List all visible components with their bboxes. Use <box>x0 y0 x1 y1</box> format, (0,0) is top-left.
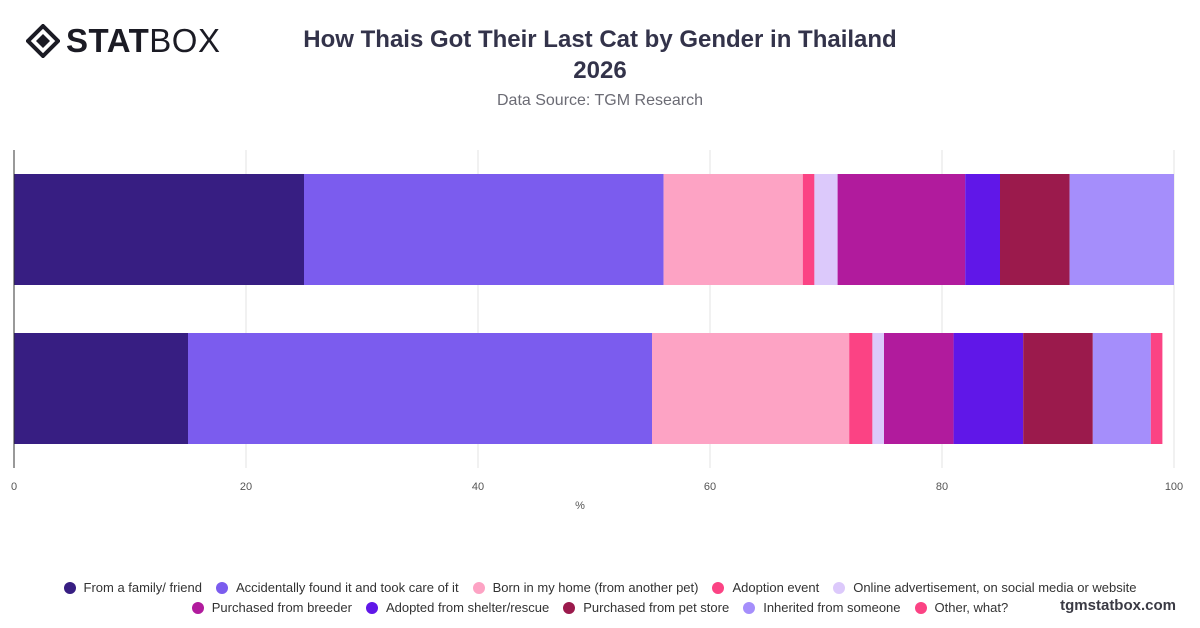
bar-segment[interactable] <box>663 174 803 285</box>
x-tick-label: 80 <box>936 481 948 493</box>
bar-segment[interactable] <box>953 333 1024 444</box>
legend-label: Purchased from breeder <box>211 600 352 615</box>
legend-label: Born in my home (from another pet) <box>492 580 699 595</box>
chart-legend: From a family/ friend Accidentally found … <box>60 580 1140 615</box>
legend-item[interactable]: Other, what? <box>914 600 1009 615</box>
statbox-logo: STATBOX <box>26 22 220 60</box>
legend-label: Purchased from pet store <box>583 600 730 615</box>
bar-segment[interactable] <box>1150 333 1163 444</box>
x-tick-label: 100 <box>1165 481 1183 493</box>
chart-subtitle: Data Source: TGM Research <box>496 92 703 109</box>
logo-text: STATBOX <box>66 22 220 60</box>
legend-item[interactable]: Born in my home (from another pet) <box>472 580 699 595</box>
bar-segment[interactable] <box>965 174 1000 285</box>
x-tick-label: 20 <box>240 481 252 493</box>
bar-segment[interactable] <box>802 174 815 285</box>
legend-item[interactable]: Online advertisement, on social media or… <box>833 580 1136 595</box>
chart-title-line1: How Thais Got Their Last Cat by Gender i… <box>303 26 897 53</box>
legend-item[interactable]: Accidentally found it and took care of i… <box>215 580 459 595</box>
bar-segment[interactable] <box>872 333 884 444</box>
bar-segment[interactable] <box>1000 174 1070 285</box>
x-axis-label: % <box>575 500 585 512</box>
legend-label: Adoption event <box>732 580 820 595</box>
legend-label: Adopted from shelter/rescue <box>385 600 550 615</box>
x-tick-label: 40 <box>472 481 484 493</box>
legend-label: Accidentally found it and took care of i… <box>235 580 459 595</box>
legend-swatch <box>914 601 927 614</box>
bar-segment[interactable] <box>304 174 664 285</box>
bar-segment[interactable] <box>14 174 304 285</box>
legend-item[interactable]: Purchased from breeder <box>191 600 352 615</box>
chart-title: How Thais Got Their Last Cat by Gender i… <box>250 24 950 86</box>
legend-swatch <box>833 581 846 594</box>
legend-item[interactable]: Adopted from shelter/rescue <box>365 600 550 615</box>
x-tick-label: 60 <box>704 481 716 493</box>
bar-segment[interactable] <box>188 333 652 444</box>
legend-swatch <box>63 581 76 594</box>
bar-segment[interactable] <box>1069 174 1174 285</box>
bar-segment[interactable] <box>1023 333 1093 444</box>
bar-segment[interactable] <box>849 333 873 444</box>
watermark: tgmstatbox.com <box>1060 597 1176 614</box>
stacked-bar-chart: 0 20 40 60 80 100% <box>11 150 1183 512</box>
bar-segment[interactable] <box>837 174 966 285</box>
legend-item[interactable]: Purchased from pet store <box>563 600 729 615</box>
x-tick-label: 0 <box>11 481 17 493</box>
legend-item[interactable]: From a family/ friend <box>63 580 202 595</box>
bar-segment[interactable] <box>814 174 838 285</box>
chart-title-line2: 2026 <box>573 57 627 84</box>
legend-swatch <box>743 601 756 614</box>
legend-swatch <box>215 581 228 594</box>
legend-label: Other, what? <box>934 600 1009 615</box>
legend-swatch <box>472 581 485 594</box>
bar-segment[interactable] <box>884 333 954 444</box>
legend-swatch <box>365 601 378 614</box>
legend-label: From a family/ friend <box>83 580 202 595</box>
legend-item[interactable]: Adoption event <box>712 580 819 595</box>
legend-item[interactable]: Inherited from someone <box>743 600 901 615</box>
logo-text-bold: STAT <box>66 22 150 59</box>
diamond-logo-icon <box>26 24 60 58</box>
bar-segment[interactable] <box>14 333 188 444</box>
logo-text-light: BOX <box>149 22 221 59</box>
legend-label: Inherited from someone <box>763 600 901 615</box>
bar-segment[interactable] <box>1092 333 1151 444</box>
legend-swatch <box>563 601 576 614</box>
bar-segment[interactable] <box>652 333 850 444</box>
legend-swatch <box>191 601 204 614</box>
legend-swatch <box>712 581 725 594</box>
legend-label: Online advertisement, on social media or… <box>853 580 1137 595</box>
